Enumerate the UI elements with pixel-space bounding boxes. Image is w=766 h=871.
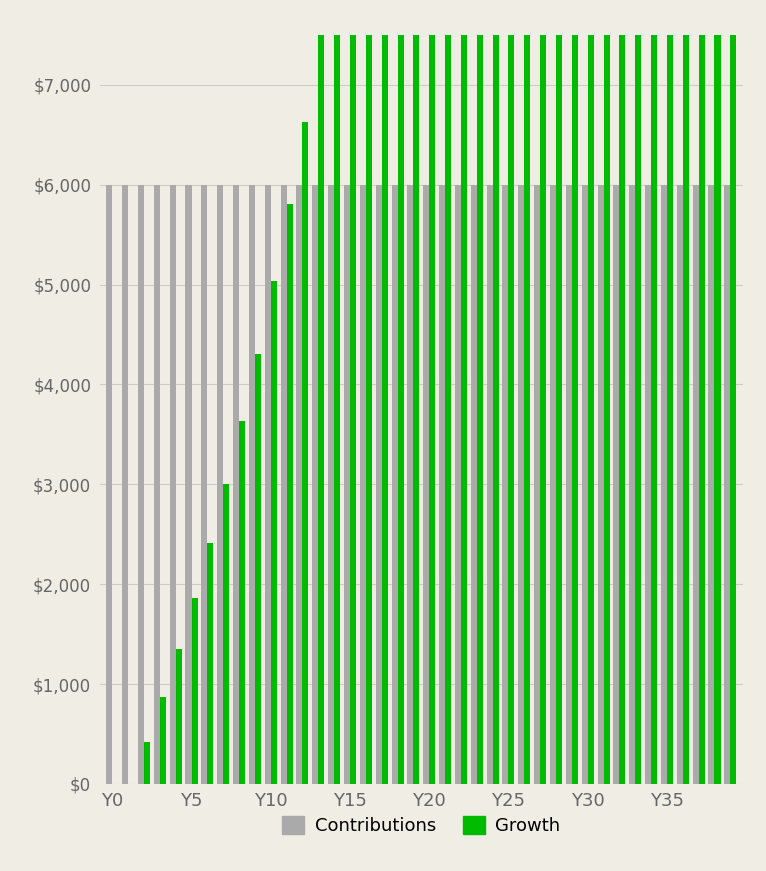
- Bar: [730, 0, 736, 784]
- Bar: [296, 185, 303, 784]
- Bar: [524, 0, 530, 784]
- Bar: [620, 0, 625, 784]
- Bar: [629, 185, 635, 784]
- Bar: [683, 0, 689, 784]
- Bar: [334, 0, 340, 784]
- Bar: [429, 0, 435, 784]
- Bar: [414, 0, 420, 784]
- Bar: [572, 0, 578, 784]
- Bar: [645, 185, 651, 784]
- Bar: [175, 649, 182, 784]
- Bar: [556, 0, 562, 784]
- Bar: [604, 0, 610, 784]
- Bar: [614, 185, 620, 784]
- Bar: [313, 185, 319, 784]
- Bar: [144, 742, 150, 784]
- Bar: [461, 0, 467, 784]
- Bar: [455, 185, 461, 784]
- Bar: [566, 185, 572, 784]
- Bar: [692, 185, 699, 784]
- Bar: [423, 185, 429, 784]
- Bar: [699, 0, 705, 784]
- Bar: [344, 185, 350, 784]
- Bar: [239, 421, 245, 784]
- Bar: [192, 598, 198, 784]
- Bar: [233, 185, 239, 784]
- Bar: [350, 0, 356, 784]
- Bar: [280, 185, 286, 784]
- Bar: [286, 205, 293, 784]
- Bar: [725, 185, 730, 784]
- Bar: [381, 0, 388, 784]
- Legend: Contributions, Growth: Contributions, Growth: [275, 808, 568, 842]
- Bar: [185, 185, 192, 784]
- Bar: [709, 185, 715, 784]
- Bar: [715, 0, 721, 784]
- Bar: [534, 185, 540, 784]
- Bar: [328, 185, 334, 784]
- Bar: [550, 185, 556, 784]
- Bar: [408, 185, 414, 784]
- Bar: [375, 185, 381, 784]
- Bar: [201, 185, 208, 784]
- Bar: [476, 0, 483, 784]
- Bar: [509, 0, 515, 784]
- Bar: [471, 185, 476, 784]
- Bar: [391, 185, 398, 784]
- Bar: [677, 185, 683, 784]
- Bar: [588, 0, 594, 784]
- Bar: [439, 185, 445, 784]
- Bar: [581, 185, 588, 784]
- Bar: [651, 0, 657, 784]
- Bar: [218, 185, 223, 784]
- Bar: [106, 185, 113, 784]
- Bar: [319, 33, 324, 784]
- Bar: [635, 0, 641, 784]
- Bar: [366, 0, 372, 784]
- Bar: [223, 483, 229, 784]
- Bar: [169, 185, 175, 784]
- Bar: [445, 0, 451, 784]
- Bar: [519, 185, 524, 784]
- Bar: [160, 697, 165, 784]
- Bar: [502, 185, 509, 784]
- Bar: [493, 0, 499, 784]
- Bar: [360, 185, 366, 784]
- Bar: [398, 0, 404, 784]
- Bar: [265, 185, 270, 784]
- Bar: [122, 185, 128, 784]
- Bar: [249, 185, 255, 784]
- Bar: [486, 185, 493, 784]
- Bar: [255, 354, 261, 784]
- Bar: [208, 543, 214, 784]
- Bar: [270, 281, 277, 784]
- Bar: [540, 0, 546, 784]
- Bar: [661, 185, 667, 784]
- Bar: [597, 185, 604, 784]
- Bar: [303, 122, 309, 784]
- Bar: [154, 185, 160, 784]
- Bar: [667, 0, 673, 784]
- Bar: [138, 185, 144, 784]
